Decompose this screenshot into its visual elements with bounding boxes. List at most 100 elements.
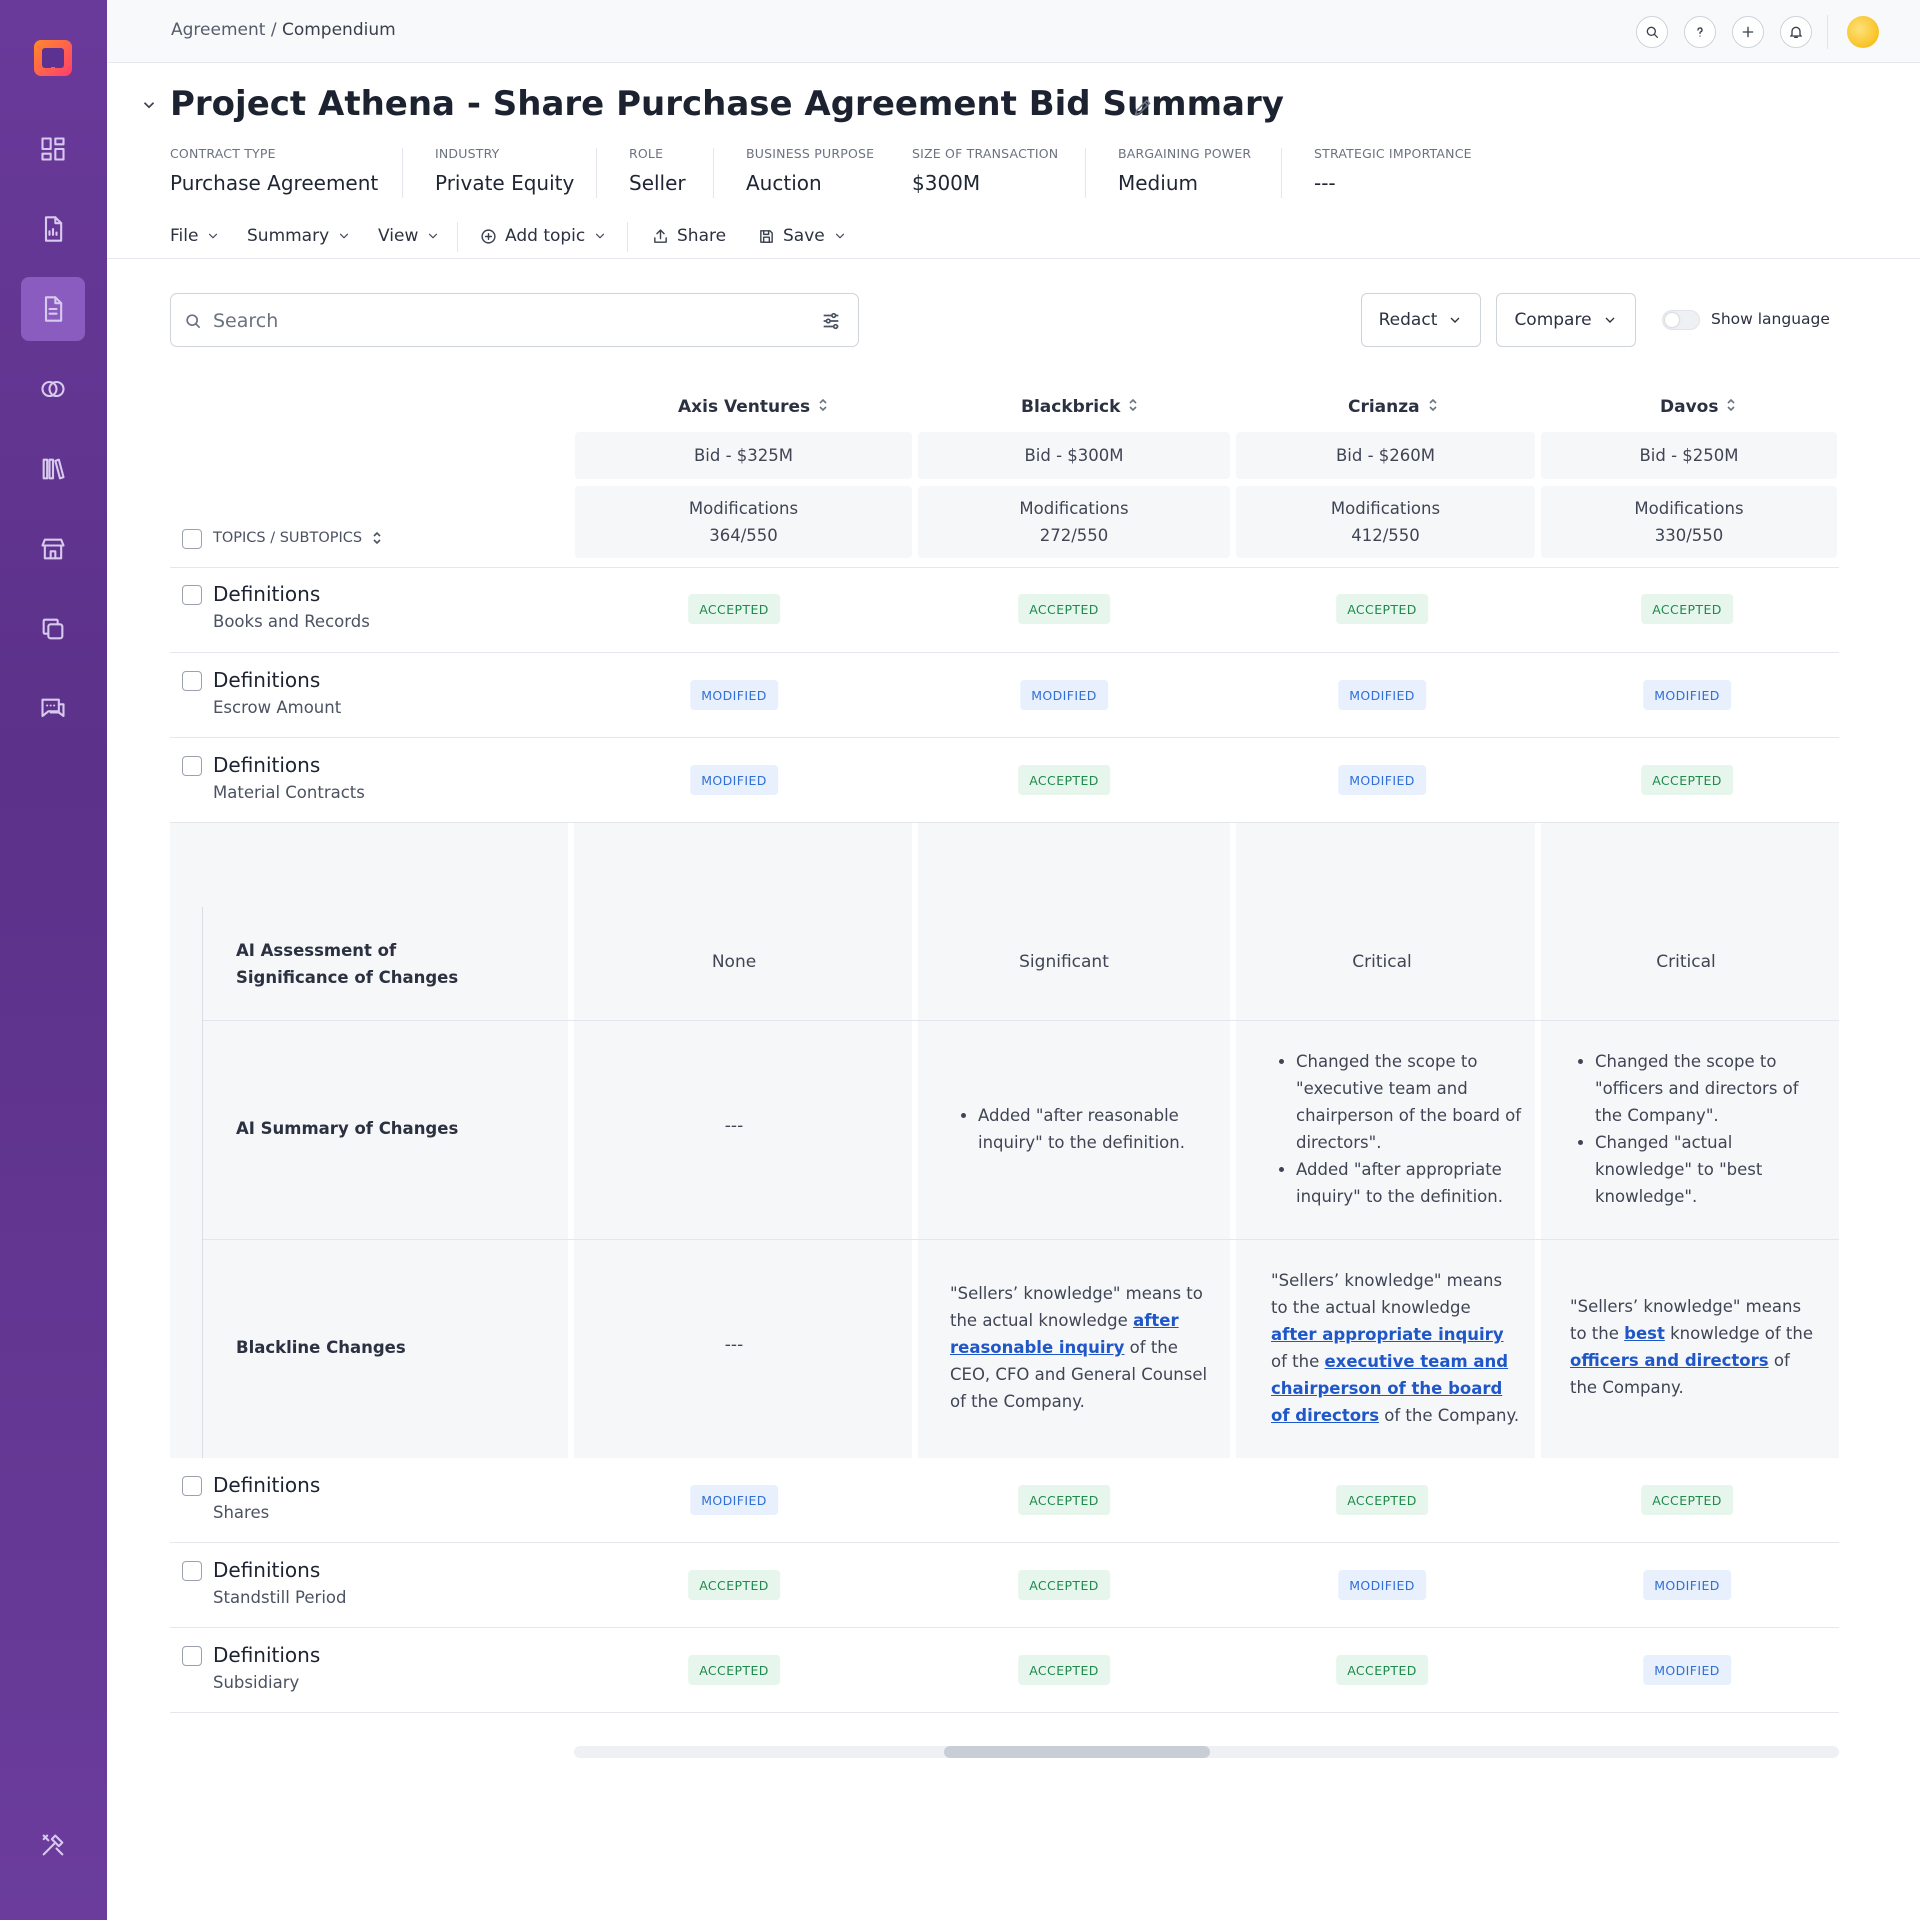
status-badge[interactable]: MODIFIED xyxy=(1020,680,1108,710)
topic-cell[interactable]: Definitions Shares xyxy=(213,1473,320,1522)
share-button[interactable]: Share xyxy=(652,226,726,246)
store-icon[interactable] xyxy=(21,517,85,581)
row-checkbox[interactable] xyxy=(182,671,202,691)
summary-crianza: Changed the scope to "executive team and… xyxy=(1274,1048,1524,1210)
status-badge[interactable]: MODIFIED xyxy=(690,680,778,710)
topic-cell[interactable]: Definitions Escrow Amount xyxy=(213,668,341,717)
search-icon[interactable] xyxy=(1636,16,1668,48)
status-badge[interactable]: MODIFIED xyxy=(1643,1570,1731,1600)
topic-cell[interactable]: Definitions Material Contracts xyxy=(213,753,365,802)
modifications-count: 412/550 xyxy=(1351,526,1420,545)
save-menu[interactable]: Save xyxy=(758,226,847,246)
blackline-insertion[interactable]: best xyxy=(1624,1324,1665,1343)
blackline-insertion[interactable]: after appropriate inquiry xyxy=(1271,1325,1504,1344)
breadcrumb-current: Compendium xyxy=(281,20,396,40)
edit-title-icon[interactable] xyxy=(1132,96,1154,122)
status-badge[interactable]: ACCEPTED xyxy=(1018,1570,1110,1600)
row-checkbox[interactable] xyxy=(182,1646,202,1666)
help-icon[interactable] xyxy=(1684,16,1716,48)
link-circles-icon[interactable] xyxy=(21,357,85,421)
blackline-text: of the CEO, CFO and General Counsel of t… xyxy=(950,1338,1208,1411)
meta-label: SIZE OF TRANSACTION xyxy=(912,146,1059,161)
status-badge[interactable]: ACCEPTED xyxy=(1336,1655,1428,1685)
add-icon[interactable] xyxy=(1732,16,1764,48)
avatar[interactable] xyxy=(1847,16,1879,48)
summary-davos: Changed the scope to "officers and direc… xyxy=(1573,1048,1813,1210)
status-badge[interactable]: ACCEPTED xyxy=(1641,594,1733,624)
modifications-cell: Modifications 330/550 xyxy=(1541,486,1837,558)
view-menu[interactable]: View xyxy=(378,226,440,246)
add-circle-icon xyxy=(481,228,496,244)
add-topic-menu[interactable]: Add topic xyxy=(480,226,607,246)
row-checkbox[interactable] xyxy=(182,585,202,605)
summary-menu[interactable]: Summary xyxy=(247,226,351,246)
status-badge[interactable]: MODIFIED xyxy=(1338,765,1426,795)
bidder-header-blackbrick[interactable]: Blackbrick xyxy=(1021,397,1138,417)
chat-icon[interactable] xyxy=(21,677,85,741)
status-badge[interactable]: ACCEPTED xyxy=(1641,765,1733,795)
dashboard-icon[interactable] xyxy=(21,117,85,181)
status-badge[interactable]: MODIFIED xyxy=(690,1485,778,1515)
sort-icon[interactable] xyxy=(1128,397,1138,417)
topic-cell[interactable]: Definitions Standstill Period xyxy=(213,1558,347,1607)
status-badge[interactable]: ACCEPTED xyxy=(1018,594,1110,624)
status-badge[interactable]: MODIFIED xyxy=(690,765,778,795)
status-badge[interactable]: ACCEPTED xyxy=(1336,1485,1428,1515)
bid-cell: Bid - $250M xyxy=(1541,432,1837,479)
meta-value: --- xyxy=(1314,171,1336,195)
row-checkbox[interactable] xyxy=(182,756,202,776)
report-icon[interactable] xyxy=(21,197,85,261)
compare-dropdown[interactable]: Compare xyxy=(1496,293,1636,347)
status-badge[interactable]: ACCEPTED xyxy=(1018,1655,1110,1685)
blackline-davos: "Sellers’ knowledge" means to the best k… xyxy=(1570,1293,1820,1401)
collapse-chevron-icon[interactable] xyxy=(140,96,158,114)
bidder-name: Blackbrick xyxy=(1021,397,1121,417)
status-badge[interactable]: MODIFIED xyxy=(1643,1655,1731,1685)
blackline-insertion[interactable]: executive team and chairperson of the bo… xyxy=(1271,1352,1509,1425)
status-badge[interactable]: ACCEPTED xyxy=(688,594,780,624)
search-input[interactable] xyxy=(213,306,773,336)
bidder-header-axis[interactable]: Axis Ventures xyxy=(678,397,828,417)
modifications-cell: Modifications 364/550 xyxy=(575,486,912,558)
significance-value: Critical xyxy=(1656,952,1716,972)
sort-icon xyxy=(373,531,381,545)
status-badge[interactable]: MODIFIED xyxy=(1338,680,1426,710)
blackline-insertion[interactable]: officers and directors xyxy=(1570,1351,1769,1370)
status-badge[interactable]: MODIFIED xyxy=(1643,680,1731,710)
subtopic-title: Books and Records xyxy=(213,612,370,631)
search-icon xyxy=(183,311,203,335)
library-icon[interactable] xyxy=(21,437,85,501)
bell-icon[interactable] xyxy=(1780,16,1812,48)
status-badge[interactable]: MODIFIED xyxy=(1338,1570,1426,1600)
bidder-header-davos[interactable]: Davos xyxy=(1660,397,1736,417)
topics-header[interactable]: TOPICS / SUBTOPICS xyxy=(213,530,382,546)
topic-cell[interactable]: Definitions Subsidiary xyxy=(213,1643,320,1692)
status-badge[interactable]: ACCEPTED xyxy=(1018,1485,1110,1515)
sort-icon[interactable] xyxy=(1428,397,1438,417)
app-logo[interactable] xyxy=(34,40,72,76)
sort-icon[interactable] xyxy=(1726,397,1736,417)
breadcrumb-parent[interactable]: Agreement xyxy=(171,20,266,40)
topic-cell[interactable]: Definitions Books and Records xyxy=(213,582,370,631)
topic-title: Definitions xyxy=(213,668,321,692)
status-badge[interactable]: ACCEPTED xyxy=(1336,594,1428,624)
show-language-toggle[interactable] xyxy=(1662,310,1700,330)
file-menu[interactable]: File xyxy=(170,226,220,246)
row-checkbox[interactable] xyxy=(182,1561,202,1581)
status-badge[interactable]: ACCEPTED xyxy=(1018,765,1110,795)
blackline-insertion[interactable]: after reasonable inquiry xyxy=(950,1311,1179,1357)
bidder-header-crianza[interactable]: Crianza xyxy=(1348,397,1438,417)
select-all-checkbox[interactable] xyxy=(182,529,202,549)
redact-dropdown[interactable]: Redact xyxy=(1361,293,1481,347)
status-badge[interactable]: ACCEPTED xyxy=(688,1655,780,1685)
status-badge[interactable]: ACCEPTED xyxy=(1641,1485,1733,1515)
sort-icon[interactable] xyxy=(818,397,828,417)
copy-icon[interactable] xyxy=(21,597,85,661)
status-badge[interactable]: ACCEPTED xyxy=(688,1570,780,1600)
summary-empty: --- xyxy=(724,1116,744,1136)
tools-icon[interactable] xyxy=(21,1813,85,1877)
document-icon[interactable] xyxy=(21,277,85,341)
scrollbar-thumb[interactable] xyxy=(944,1746,1210,1758)
filter-sliders-icon[interactable] xyxy=(820,310,842,336)
row-checkbox[interactable] xyxy=(182,1476,202,1496)
